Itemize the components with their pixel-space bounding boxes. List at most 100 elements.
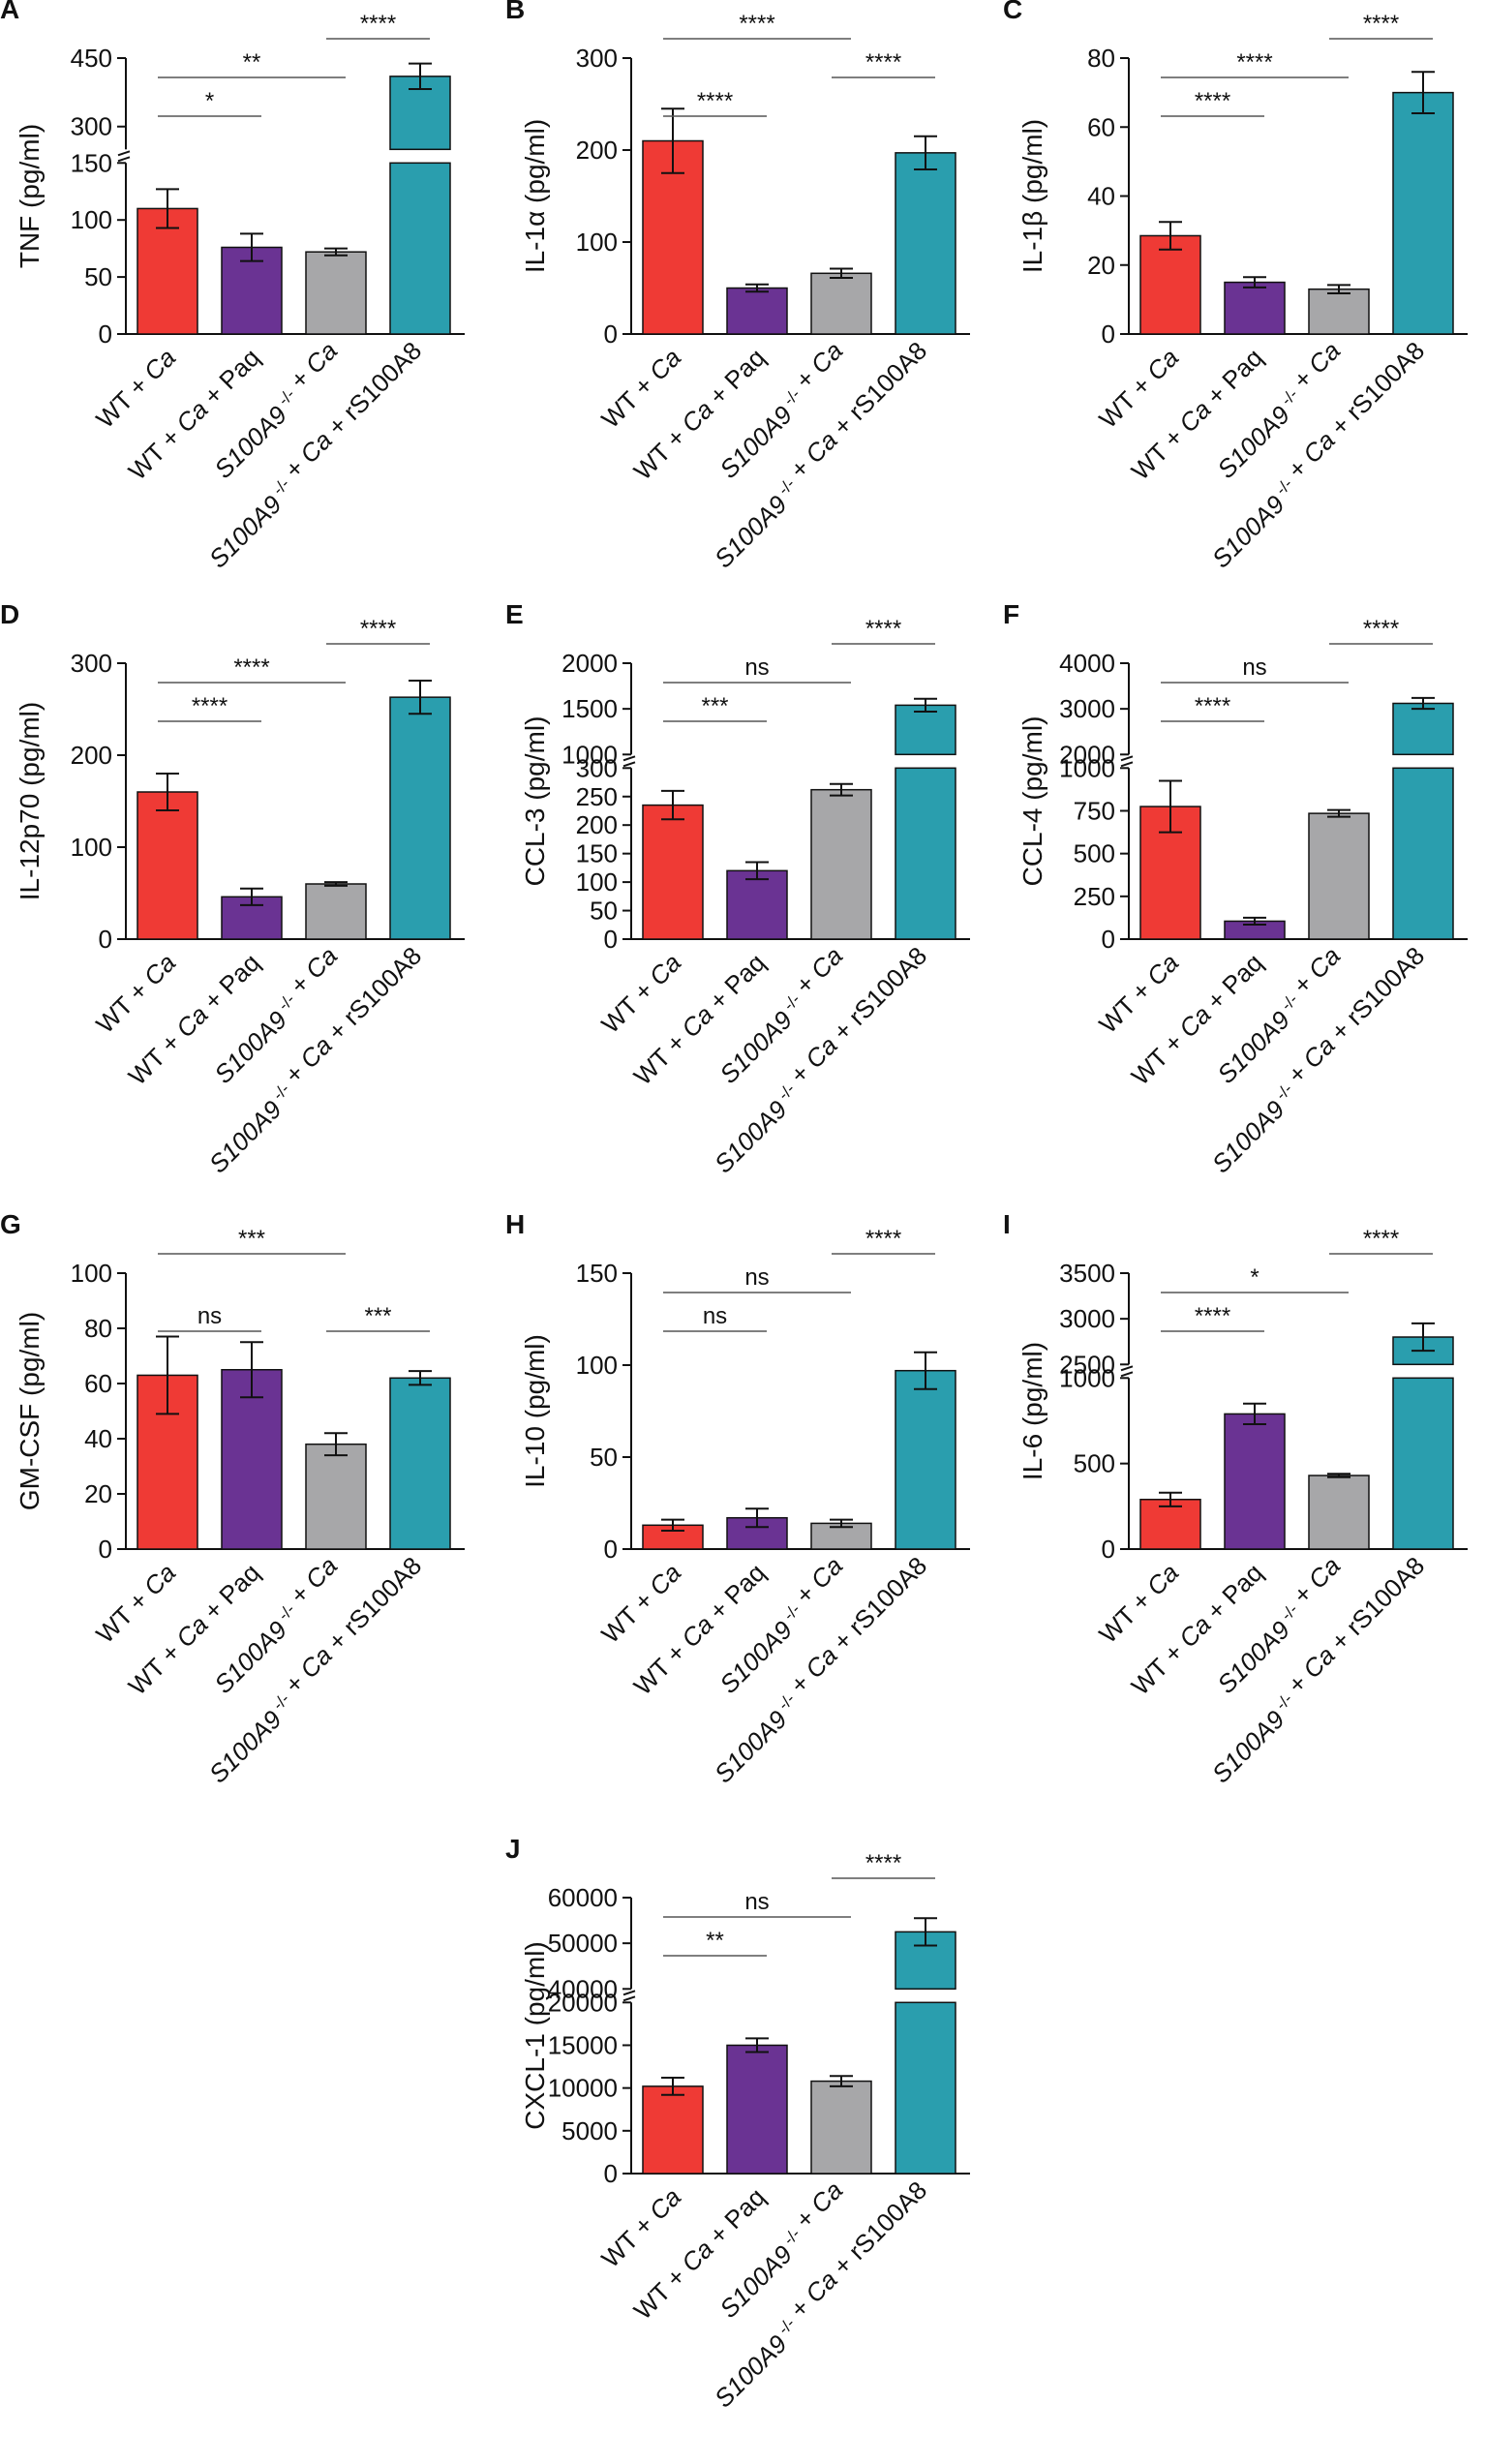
panel-f-ccl4: F 0 250 500 750 1000 2000 3000 4000 CCL-4 (pg/ml… [1003,599,1487,1205]
bar-group [221,887,283,940]
panel-g-gmcsf: G 0 20 40 60 80 100 GM-CSF (pg/ml) ns *** *** WT +… [0,1209,484,1815]
x-tick-label: S100A9 -/- + Ca [201,336,349,484]
x-tick-label: S100A9 -/- + Ca [201,1551,349,1699]
bar-group [1224,276,1286,335]
significance-bracket: ns [158,1303,261,1332]
bar [1392,702,1454,756]
y-tick-label: 0 [1102,319,1115,349]
y-axis: 0 100 200 300 [576,44,632,349]
y-tick-label: 0 [604,2159,618,2188]
axis-break-mark [1120,1365,1134,1372]
significance-bracket: **** [326,616,430,645]
y-tick-label: 100 [576,228,618,257]
significance-bracket: **** [1329,1226,1433,1255]
x-tick-label-part: + Paq [1196,343,1268,415]
y-tick-label: 40000 [548,1974,618,2003]
y-tick-label: 450 [71,44,112,73]
significance-bracket: **** [1161,693,1264,722]
bar-group [810,782,872,940]
bar-group [1392,71,1454,335]
significance-bracket: **** [832,616,935,645]
y-tick-label: 0 [604,925,618,954]
significance-label: *** [238,1226,265,1252]
significance-bracket: **** [1329,11,1433,40]
axis-break-mark [117,150,131,157]
significance-bracket: **** [832,49,935,78]
y-tick-label: 500 [1074,839,1115,868]
axis-break-mark [1120,1371,1134,1378]
y-tick-label: 100 [71,1259,112,1288]
y-tick-label: 2000 [561,649,618,678]
y-tick-label: 20 [1087,251,1115,280]
y-tick-label: 60000 [548,1883,618,1912]
significance-bracket: ns [663,654,851,684]
y-tick-label: 40 [1087,182,1115,211]
bar-group [1139,1491,1201,1550]
bar [810,788,872,940]
bar-group [726,283,788,335]
y-tick-label: 150 [576,1259,618,1288]
significance-label: ns [703,1303,727,1329]
y-tick-label: 80 [1087,44,1115,73]
significance-label: **** [1195,1303,1230,1329]
bar-group [221,232,283,335]
bar-group [810,267,872,335]
x-tick-label-part: + Paq [698,1558,771,1630]
significance-bracket: ns [1161,654,1349,684]
panel-a-tnf: A 0 50 100 150 300 450 TNF (pg/ml) * ** **** WT + … [0,0,484,600]
significance-label: **** [739,11,774,37]
y-tick-label: 300 [71,649,112,678]
bar [305,883,367,940]
significance-label: **** [865,49,901,76]
x-tick-label-part: + Paq [193,343,265,415]
significance-bracket: * [1161,1264,1349,1293]
bar-group [389,62,451,335]
bar [642,2085,704,2175]
x-tick-label-part: S100A9 [709,490,793,574]
significance-label: ** [243,49,261,76]
x-tick-label: S100A9 -/- + Ca [1204,336,1352,484]
y-tick-label: 80 [84,1314,112,1343]
y-tick-label: 2000 [1059,740,1115,769]
y-tick-label: 500 [1074,1449,1115,1478]
bar-group [895,135,956,335]
x-tick-label-part: S100A9 [203,490,288,574]
y-tick-label: 60 [84,1369,112,1398]
y-axis: 0 20 40 60 80 [1087,44,1130,349]
x-tick-label-part: S100A9 [709,1705,793,1789]
significance-label: **** [233,654,269,681]
y-tick-label: 0 [604,319,618,349]
bar-group [726,2037,788,2175]
bar [1308,1475,1370,1550]
bar [1224,281,1286,335]
x-tick-label-part: + Paq [193,948,265,1020]
x-tick-label-part: S100A9 [1206,1095,1290,1179]
bar-group [1224,916,1286,940]
x-tick-label: S100A9 -/- + Ca [1204,1551,1352,1699]
y-tick-label: 200 [71,741,112,770]
panel-letter: D [0,599,20,629]
y-tick-label: 0 [99,1535,112,1564]
x-tick-label: S100A9 -/- + Ca [707,1551,855,1699]
axis-break-mark [622,755,636,762]
significance-bracket: **** [1329,616,1433,645]
bar-group [1308,284,1370,335]
x-tick-label: S100A9 -/- + Ca [707,336,855,484]
panel-letter: C [1003,0,1023,24]
y-tick-label: 40 [84,1424,112,1453]
significance-bracket: ns [663,1303,767,1332]
axis-break-mark [622,1995,636,2002]
x-tick-label-part: + Paq [193,1558,265,1630]
significance-label: **** [360,616,396,642]
bar-group [1139,221,1201,335]
panel-letter: J [505,1834,521,1864]
y-tick-label: 0 [99,925,112,954]
